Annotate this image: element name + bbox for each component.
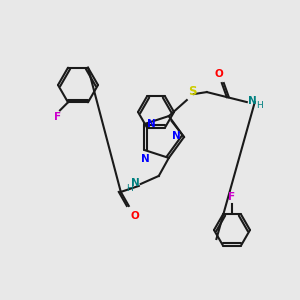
Text: O: O [214, 69, 223, 79]
Text: F: F [54, 112, 61, 122]
Text: S: S [188, 85, 196, 98]
Text: H: H [126, 184, 133, 194]
Text: N: N [147, 119, 156, 129]
Text: N: N [172, 131, 181, 141]
Text: F: F [228, 192, 236, 202]
Text: N: N [131, 178, 140, 188]
Text: N: N [248, 96, 256, 106]
Text: O: O [131, 211, 140, 221]
Text: N: N [141, 154, 150, 164]
Text: H: H [256, 100, 262, 109]
